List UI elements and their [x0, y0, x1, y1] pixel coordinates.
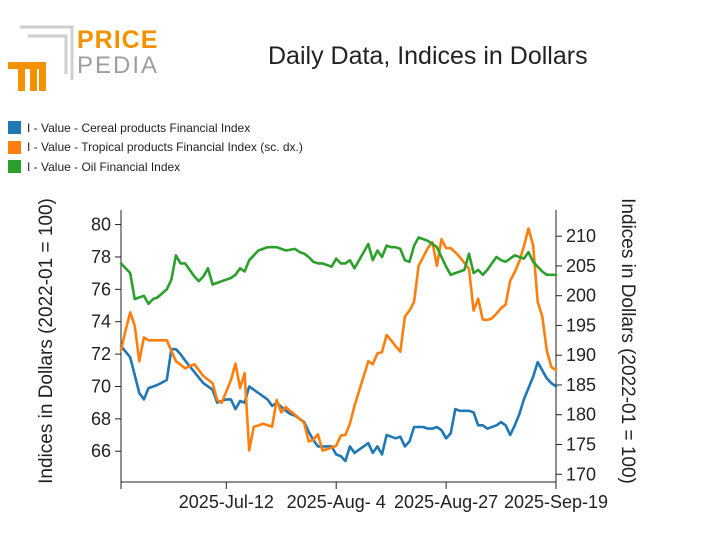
- y-tick-label: 80: [91, 215, 111, 235]
- legend-item-tropical[interactable]: I - Value - Tropical products Financial …: [8, 138, 303, 158]
- y2-axis-title: Indices in Dollars (2022-01 = 100): [617, 198, 638, 484]
- legend-swatch-tropical: [8, 140, 21, 154]
- y2-tick-label: 185: [566, 375, 596, 395]
- legend-swatch-cereal: [8, 121, 21, 135]
- y2-tick-label: 170: [566, 464, 596, 484]
- y2-tick-label: 190: [566, 345, 596, 365]
- x-tick-label: 2025-Aug- 4: [287, 492, 386, 512]
- x-tick-label: 2025-Aug-27: [394, 492, 498, 512]
- y-tick-label: 70: [91, 376, 111, 396]
- x-tick-label: 2025-Sep-19: [504, 492, 608, 512]
- y-tick-label: 66: [91, 441, 111, 461]
- logo-mark-icon: [8, 25, 74, 91]
- legend: I - Value - Cereal products Financial In…: [8, 118, 303, 177]
- legend-label-tropical: I - Value - Tropical products Financial …: [27, 140, 303, 155]
- y2-tick-label: 175: [566, 435, 596, 455]
- series-line-tropical: [119, 227, 558, 452]
- y2-tick-label: 195: [566, 315, 596, 335]
- y2-tick-label: 200: [566, 286, 596, 306]
- y-tick-label: 76: [91, 279, 111, 299]
- logo-text-pedia: PEDIA: [77, 52, 160, 79]
- y-tick-label: 78: [91, 247, 111, 267]
- legend-item-cereal[interactable]: I - Value - Cereal products Financial In…: [8, 118, 303, 138]
- series-lines: [119, 227, 558, 463]
- pricepedia-logo: [8, 22, 168, 92]
- y-tick-label: 72: [91, 344, 111, 364]
- y2-tick-label: 180: [566, 405, 596, 425]
- y-axis-title: Indices in Dollars (2022-01 = 100): [36, 198, 57, 484]
- legend-item-oil[interactable]: I - Value - Oil Financial Index: [8, 157, 303, 177]
- legend-swatch-oil: [8, 160, 21, 174]
- chart-title: Daily Data, Indices in Dollars: [268, 42, 588, 70]
- axes: [115, 210, 562, 489]
- y-tick-label: 68: [91, 409, 111, 429]
- legend-label-cereal: I - Value - Cereal products Financial In…: [27, 120, 251, 135]
- y2-tick-label: 210: [566, 226, 596, 246]
- y-tick-label: 74: [91, 312, 111, 332]
- x-tick-label: 2025-Jul-12: [179, 492, 274, 512]
- logo-text-price: PRICE: [77, 26, 159, 54]
- series-line-oil: [119, 236, 558, 306]
- legend-label-oil: I - Value - Oil Financial Index: [27, 159, 181, 174]
- axis-labels: 66 68 70 72 74 76 78 80 170 175 180 185 190 195 200 205…: [36, 198, 638, 512]
- y2-tick-label: 205: [566, 256, 596, 276]
